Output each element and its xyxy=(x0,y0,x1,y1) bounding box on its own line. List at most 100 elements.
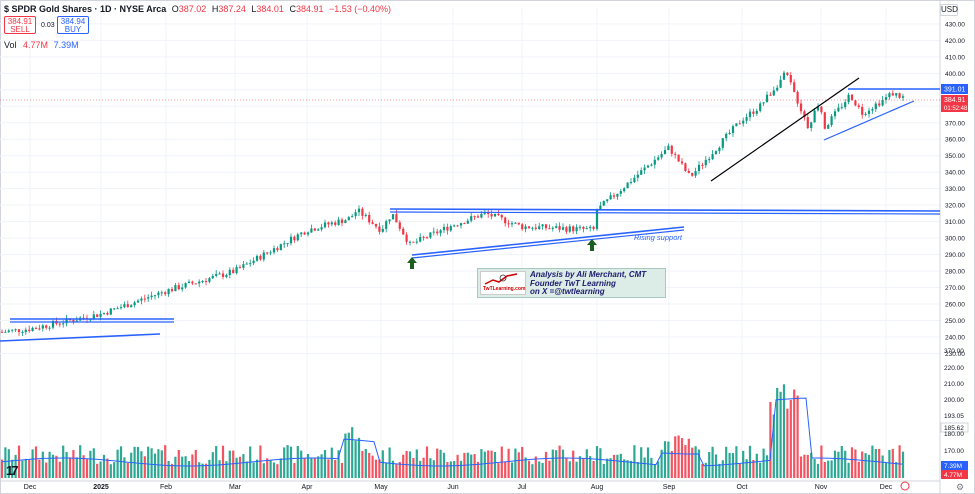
candle-body xyxy=(830,116,833,126)
candle-body xyxy=(548,228,551,230)
candle-body xyxy=(888,93,891,98)
twt-logo-image: TwTLearning.com xyxy=(480,271,526,295)
volume-bar xyxy=(357,437,361,478)
volume-bar xyxy=(840,445,843,478)
candle-body xyxy=(578,226,582,228)
candle-body xyxy=(487,212,490,215)
volume-bar xyxy=(436,448,439,478)
tradingview-logo[interactable]: 17 xyxy=(6,463,19,478)
volume-bar xyxy=(194,449,197,478)
candle-body xyxy=(136,300,140,303)
volume-axis-tick: 210.00 xyxy=(944,381,964,388)
candle-body xyxy=(738,123,741,125)
volume-bar xyxy=(657,461,660,478)
candle-body xyxy=(697,164,701,172)
volume-bar xyxy=(157,449,160,478)
volume-bar xyxy=(711,446,714,478)
volume-label: Vol xyxy=(4,40,17,50)
low-value: 384.01 xyxy=(256,4,284,14)
volume-axis-tick: 170.00 xyxy=(944,448,964,455)
y-tick-label: 280.00 xyxy=(945,269,965,276)
volume-bar xyxy=(24,458,27,478)
candle-body xyxy=(606,199,609,202)
candle-body xyxy=(402,228,405,235)
candle-body xyxy=(565,227,568,232)
candle-body xyxy=(228,269,231,276)
volume-bar xyxy=(660,449,663,478)
candle-body xyxy=(201,280,204,282)
candle-body xyxy=(898,93,901,98)
volume-bar xyxy=(769,401,772,478)
candle-body xyxy=(514,222,517,224)
volume-bar xyxy=(344,433,347,478)
candle-body xyxy=(126,304,129,308)
volume-bar xyxy=(721,460,724,478)
buy-button[interactable]: 384.94 BUY xyxy=(57,16,89,34)
volume-bar xyxy=(283,447,286,478)
volume-bar xyxy=(507,448,510,478)
candle-body xyxy=(368,214,371,223)
y-tick-label: 410.00 xyxy=(945,54,965,61)
symbol-title[interactable]: SPDR Gold Shares · 1D · NYSE Arca xyxy=(11,4,167,14)
volume-bar xyxy=(459,460,463,478)
volume-axis-tick: 200.00 xyxy=(944,397,964,404)
volume-bar xyxy=(816,463,820,478)
candle-body xyxy=(653,159,656,165)
candle-body xyxy=(463,223,466,225)
volume-bar xyxy=(789,399,792,478)
volume-ma-value: 7.39M xyxy=(53,40,79,50)
volume-bar xyxy=(337,450,340,478)
volume-bar xyxy=(0,459,4,478)
candle-body xyxy=(840,107,843,109)
candle-body xyxy=(449,226,452,231)
volume-bar xyxy=(623,459,626,478)
volume-bar xyxy=(279,458,282,478)
volume-bar xyxy=(578,456,582,478)
x-tick-label: Apr xyxy=(302,484,314,491)
volume-bar xyxy=(7,449,10,478)
volume-axis-tick: 220.00 xyxy=(944,365,964,372)
volume-bar xyxy=(313,457,316,478)
sell-button[interactable]: 384.91 SELL xyxy=(4,16,36,34)
candle-body xyxy=(371,222,374,224)
volume-bar xyxy=(323,450,327,478)
currency-button[interactable]: USD xyxy=(940,4,958,16)
volume-bar xyxy=(612,454,616,478)
candle-body xyxy=(531,227,534,229)
replay-icon xyxy=(900,481,910,491)
candle-body xyxy=(527,226,531,229)
candle-body xyxy=(663,150,667,155)
candle-body xyxy=(816,106,820,111)
candle-body xyxy=(4,331,7,333)
candle-body xyxy=(381,228,384,232)
volume-bar xyxy=(901,451,905,478)
volume-bar xyxy=(187,461,191,478)
volume-bar xyxy=(398,461,401,478)
candle-body xyxy=(684,163,687,171)
gear-icon[interactable]: ⚙ xyxy=(956,482,965,492)
volume-bar xyxy=(619,453,622,478)
x-tick-label: Sep xyxy=(663,484,676,491)
candle-body xyxy=(521,224,524,230)
candle-body xyxy=(568,226,571,232)
candle-body xyxy=(864,113,867,115)
volume-bar xyxy=(79,445,82,478)
volume-bar xyxy=(555,450,558,478)
resistance-price-tag xyxy=(941,84,968,94)
volume-bar xyxy=(34,446,38,478)
volume-bar xyxy=(58,461,61,478)
candle-body xyxy=(412,241,415,243)
volume-bar xyxy=(102,454,106,478)
volume-bar xyxy=(55,455,58,478)
candle-body xyxy=(466,220,469,224)
candle-body xyxy=(232,269,235,274)
candle-body xyxy=(48,327,51,329)
candle-body xyxy=(636,174,639,178)
candle-body xyxy=(759,103,762,111)
candle-body xyxy=(446,226,449,231)
volume-bar xyxy=(837,451,840,478)
volume-bar xyxy=(143,456,146,478)
candle-body xyxy=(181,287,184,290)
